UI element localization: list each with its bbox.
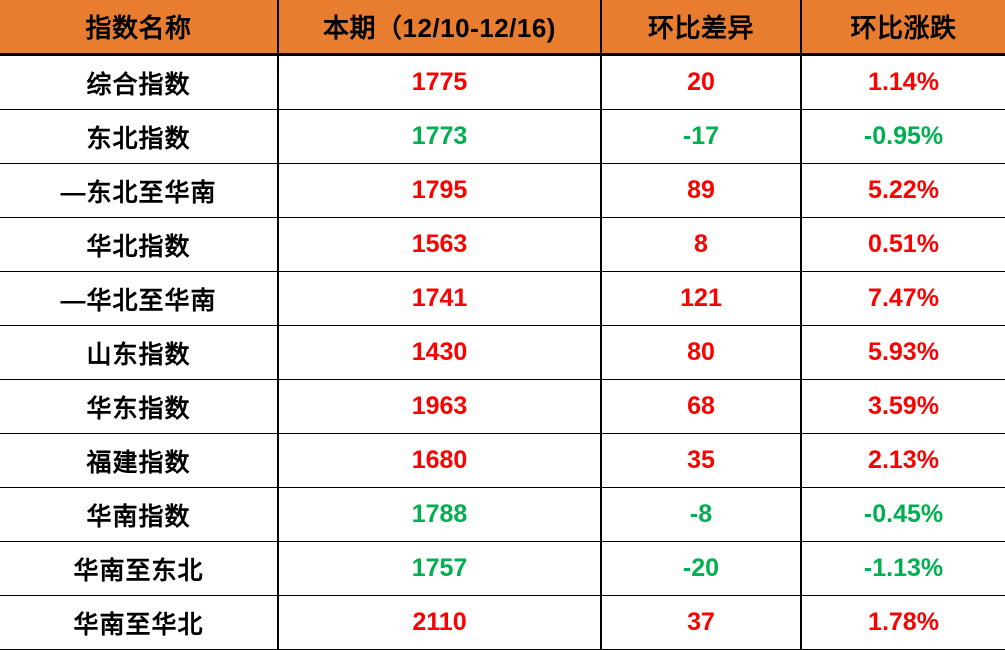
cell-difference-value: 20 [601, 54, 802, 110]
cell-change-value: -1.13% [801, 541, 1005, 596]
cell-index-name: 华北指数 [0, 217, 279, 272]
cell-index-name: 综合指数 [0, 54, 279, 110]
table-row: 山东指数 1430 80 5.93% [0, 325, 1005, 380]
cell-current-value: 1741 [278, 271, 602, 326]
cell-difference-value: -17 [601, 109, 802, 164]
table-row: —东北至华南 1795 89 5.22% [0, 163, 1005, 218]
cell-current-value: 1563 [278, 217, 602, 272]
table-row: 华北指数 1563 8 0.51% [0, 217, 1005, 272]
cell-difference-value: 37 [601, 595, 802, 650]
cell-change-value: 5.93% [801, 325, 1005, 380]
table-row: —华北至华南 1741 121 7.47% [0, 271, 1005, 326]
cell-index-name: —华北至华南 [0, 271, 279, 326]
cell-current-value: 1773 [278, 109, 602, 164]
column-header-current-period: 本期（12/10-12/16) [278, 0, 602, 56]
cell-change-value: 3.59% [801, 379, 1005, 434]
cell-change-value: 2.13% [801, 433, 1005, 488]
table-row: 华南指数 1788 -8 -0.45% [0, 487, 1005, 542]
table-row: 华东指数 1963 68 3.59% [0, 379, 1005, 434]
table-row: 东北指数 1773 -17 -0.95% [0, 109, 1005, 164]
table-row: 福建指数 1680 35 2.13% [0, 433, 1005, 488]
cell-current-value: 1788 [278, 487, 602, 542]
cell-difference-value: 80 [601, 325, 802, 380]
cell-index-name: 山东指数 [0, 325, 279, 380]
table-row: 综合指数 1775 20 1.14% [0, 54, 1005, 110]
cell-current-value: 2110 [278, 595, 602, 650]
table-header: 指数名称 本期（12/10-12/16) 环比差异 环比涨跌 [0, 0, 1005, 56]
cell-difference-value: 35 [601, 433, 802, 488]
cell-change-value: 5.22% [801, 163, 1005, 218]
cell-current-value: 1680 [278, 433, 602, 488]
cell-current-value: 1795 [278, 163, 602, 218]
cell-current-value: 1757 [278, 541, 602, 596]
cell-change-value: 7.47% [801, 271, 1005, 326]
cell-difference-value: -8 [601, 487, 802, 542]
cell-difference-value: 8 [601, 217, 802, 272]
cell-difference-value: -20 [601, 541, 802, 596]
cell-current-value: 1430 [278, 325, 602, 380]
column-header-index-name: 指数名称 [0, 0, 279, 56]
table-body: 综合指数 1775 20 1.14% 东北指数 1773 -17 -0.95% —东北至华南 17… [0, 54, 1005, 650]
table-row: 华南至东北 1757 -20 -1.13% [0, 541, 1005, 596]
cell-index-name: 福建指数 [0, 433, 279, 488]
column-header-period-difference: 环比差异 [601, 0, 802, 56]
cell-difference-value: 121 [601, 271, 802, 326]
cell-index-name: 华南至华北 [0, 595, 279, 650]
table-row: 华南至华北 2110 37 1.78% [0, 595, 1005, 650]
cell-index-name: 华东指数 [0, 379, 279, 434]
cell-change-value: -0.45% [801, 487, 1005, 542]
cell-difference-value: 68 [601, 379, 802, 434]
column-header-period-change: 环比涨跌 [801, 0, 1005, 56]
cell-index-name: 华南指数 [0, 487, 279, 542]
cell-change-value: 1.14% [801, 54, 1005, 110]
cell-index-name: 华南至东北 [0, 541, 279, 596]
cell-current-value: 1963 [278, 379, 602, 434]
cell-index-name: 东北指数 [0, 109, 279, 164]
cell-current-value: 1775 [278, 54, 602, 110]
cell-change-value: -0.95% [801, 109, 1005, 164]
header-row: 指数名称 本期（12/10-12/16) 环比差异 环比涨跌 [0, 0, 1005, 56]
cell-change-value: 1.78% [801, 595, 1005, 650]
cell-change-value: 0.51% [801, 217, 1005, 272]
cell-index-name: —东北至华南 [0, 163, 279, 218]
cell-difference-value: 89 [601, 163, 802, 218]
